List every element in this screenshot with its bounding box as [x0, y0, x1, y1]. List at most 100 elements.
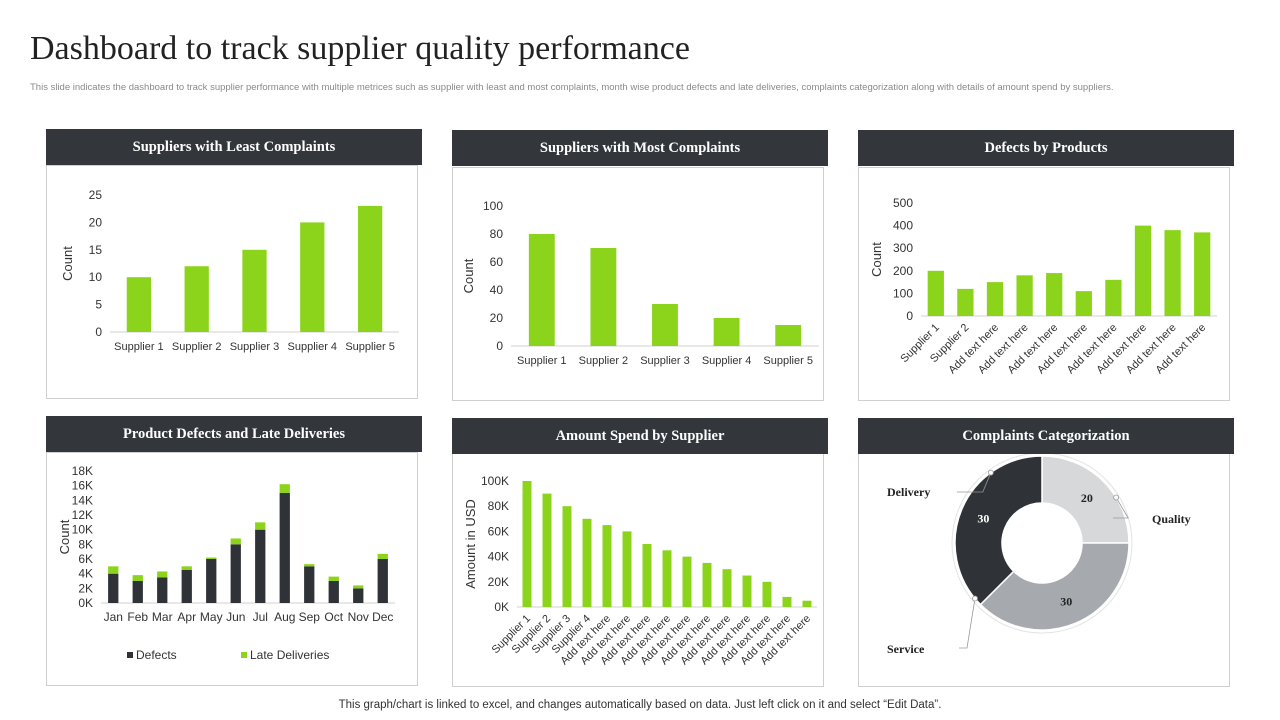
callout-line — [1113, 497, 1129, 519]
x-tick-label: Dec — [372, 610, 393, 624]
y-tick-label: 2K — [78, 581, 93, 595]
y-axis-label: Count — [57, 519, 72, 554]
most-complaints-title: Suppliers with Most Complaints — [539, 139, 741, 156]
bar-defects — [108, 573, 119, 603]
bar-late-deliveries — [132, 575, 143, 581]
complaints-categorization-chart: 20 30 30 Quality Service Delivery — [887, 454, 1191, 656]
y-tick-label: 5 — [95, 298, 102, 312]
legend-swatch — [127, 652, 133, 658]
y-tick-label: 12K — [72, 508, 93, 522]
bar-defects — [353, 588, 364, 603]
bar — [1164, 230, 1181, 316]
bar — [126, 277, 152, 332]
x-tick-label: Aug — [274, 610, 295, 624]
bar-defects — [181, 570, 192, 603]
defects-products-title: Defects by Products — [984, 139, 1108, 156]
x-tick-label: Supplier 1 — [517, 355, 567, 367]
bar — [357, 205, 383, 332]
bar — [300, 222, 325, 332]
x-tick-label: May — [200, 610, 223, 624]
bar — [782, 596, 792, 607]
bar-defects — [206, 559, 217, 603]
most-complaints-chart: 0 20 40 60 80 100 Count Supplier 1 Supplier 2 Sup… — [461, 199, 819, 367]
y-tick-label: 10 — [89, 270, 103, 284]
complaints-categorization-panel[interactable]: 20 30 30 Quality Service Delivery — [858, 453, 1230, 687]
bar — [802, 600, 812, 607]
y-tick-label: 100 — [893, 286, 913, 300]
bar-defects — [377, 559, 388, 603]
callout-dot — [987, 469, 994, 476]
donut-slice-service — [979, 542, 1130, 631]
defects-products-panel[interactable]: 0 100 200 300 400 500 Count Supplier 1 Supplier … — [858, 167, 1230, 401]
y-axis-label: Amount in USD — [463, 499, 478, 589]
bar-defects — [230, 544, 241, 603]
callout-label-service: Service — [887, 642, 925, 656]
y-tick-label: 0 — [906, 309, 913, 323]
y-tick-label: 0 — [95, 325, 102, 339]
bar-late-deliveries — [230, 538, 241, 545]
y-tick-label: 60K — [488, 524, 509, 538]
bar-late-deliveries — [328, 576, 339, 581]
y-tick-label: 100K — [481, 474, 509, 488]
legend-swatch — [241, 652, 247, 658]
bar — [722, 569, 732, 607]
bar-defects — [132, 581, 143, 603]
bar-late-deliveries — [304, 564, 315, 567]
page-subtitle: This slide indicates the dashboard to tr… — [30, 82, 1114, 93]
page-title: Dashboard to track supplier quality perf… — [30, 30, 690, 67]
bar — [642, 544, 652, 607]
bar — [590, 248, 617, 346]
defects-deliveries-panel[interactable]: 0K 2K 4K 6K 8K 10K 12K 14K 16K 18K Count Jan Feb Mar A… — [46, 452, 418, 686]
bar — [522, 481, 532, 607]
x-tick-label: Nov — [348, 610, 369, 624]
donut-slice-quality — [1041, 455, 1130, 544]
least-complaints-title: Suppliers with Least Complaints — [132, 138, 336, 155]
x-tick-label: Supplier 4 — [702, 355, 752, 367]
bar — [702, 562, 712, 607]
least-complaints-panel[interactable]: 0 5 10 15 20 25 Count Supplier 1 Supplier 2 Suppl… — [46, 165, 418, 399]
y-axis-label: Count — [869, 242, 884, 277]
y-tick-label: 40 — [490, 283, 504, 297]
callout-dot — [972, 595, 978, 602]
x-tick-label: Supplier 4 — [288, 341, 338, 353]
bar — [652, 304, 678, 346]
bar — [184, 266, 209, 332]
x-tick-label: Jan — [104, 610, 123, 624]
bar — [602, 525, 612, 607]
bar — [986, 282, 1004, 316]
callout-dot — [1113, 494, 1120, 501]
bar-late-deliveries — [255, 522, 266, 530]
complaints-categorization-header: Complaints Categorization — [858, 418, 1234, 454]
y-tick-label: 18K — [72, 464, 93, 478]
most-complaints-header: Suppliers with Most Complaints — [452, 130, 828, 166]
bar — [582, 518, 592, 607]
bar-defects — [304, 566, 315, 603]
x-tick-label: Feb — [127, 610, 148, 624]
donut-value-label: 30 — [1060, 595, 1072, 609]
y-tick-label: 20 — [89, 215, 103, 229]
callout-label-quality: Quality — [1152, 512, 1191, 526]
x-tick-label: Jul — [253, 610, 268, 624]
most-complaints-panel[interactable]: 0 20 40 60 80 100 Count Supplier 1 Supplier 2 Sup… — [452, 167, 824, 401]
y-tick-label: 0K — [78, 596, 93, 610]
y-tick-label: 0 — [496, 339, 503, 353]
bar — [528, 234, 555, 346]
bar-late-deliveries — [181, 566, 192, 570]
bar-defects — [157, 577, 168, 603]
y-tick-label: 25 — [89, 188, 103, 202]
bar — [742, 575, 752, 607]
donut-slice-delivery — [954, 455, 1043, 606]
x-tick-label: Sep — [299, 610, 321, 624]
legend-label: Defects — [136, 648, 177, 662]
callout-label-delivery: Delivery — [887, 485, 930, 499]
bar — [1075, 291, 1092, 316]
y-tick-label: 20K — [488, 575, 509, 589]
bar-defects — [279, 493, 290, 603]
x-tick-label: Supplier 2 — [172, 341, 222, 353]
y-tick-label: 400 — [893, 219, 913, 233]
bar-late-deliveries — [206, 557, 217, 559]
amount-spend-title: Amount Spend by Supplier — [555, 427, 725, 444]
amount-spend-panel[interactable]: 0K 20K 40K 60K 80K 100K Amount in USD Supplier … — [452, 453, 824, 687]
bar — [713, 318, 740, 346]
